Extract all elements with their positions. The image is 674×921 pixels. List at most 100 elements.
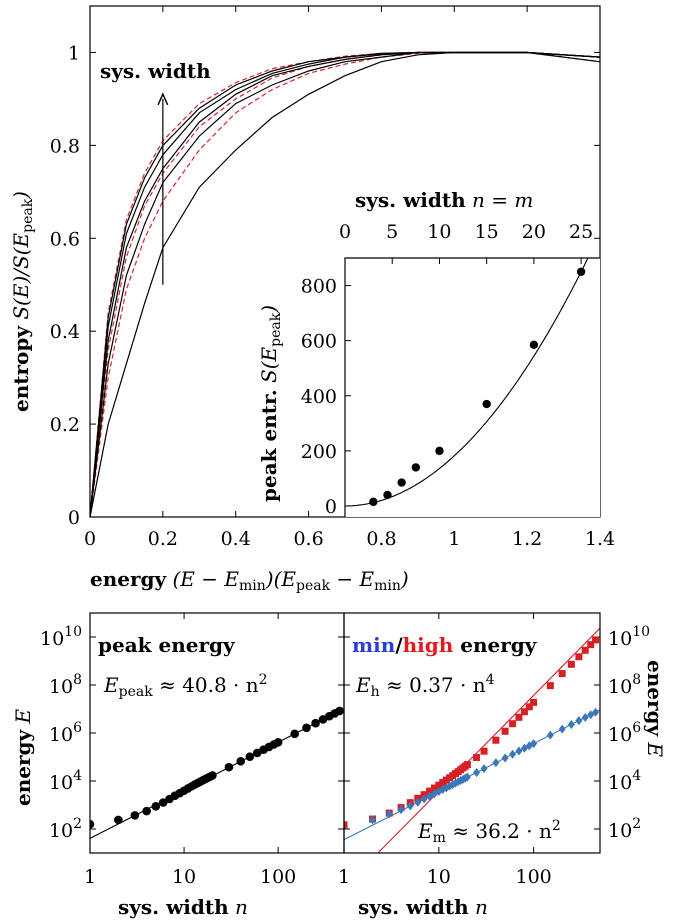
peak-x-tick-label-2: 100 [260, 866, 296, 888]
high-point-9 [435, 781, 443, 789]
inset-point-2 [397, 478, 406, 487]
high-point-7 [426, 787, 434, 795]
title-high: high [403, 633, 454, 657]
high-point-22 [492, 736, 500, 744]
minhigh-y-tick-label-1: 104 [608, 768, 641, 794]
main-y-tick-label-4: 0.8 [50, 135, 80, 157]
peak-point-19 [208, 771, 217, 780]
high-point-32 [575, 653, 583, 661]
min-point-3 [406, 801, 414, 811]
min-point-30 [567, 720, 575, 730]
high-point-30 [558, 670, 566, 678]
min-point-19 [473, 768, 481, 778]
high-point-33 [581, 646, 589, 654]
inset-point-1 [383, 490, 392, 500]
inset-point-5 [482, 399, 491, 409]
inset-y-tick-label-2: 400 [301, 386, 337, 408]
main-x-tick-label-3: 0.6 [293, 528, 323, 550]
minhigh-x-tick-label-0: 1 [338, 866, 350, 888]
high-point-20 [473, 754, 481, 762]
inset-y-tick-label-1: 200 [301, 441, 337, 463]
inset-x-axis-label: sys. width n = m [355, 188, 533, 212]
peak-point-4 [151, 802, 161, 811]
min-point-24 [515, 746, 523, 756]
high-point-21 [480, 747, 488, 755]
peak-y-tick-label-3: 108 [49, 672, 82, 698]
min-point-23 [509, 749, 517, 759]
min-point-22 [501, 753, 509, 763]
main-y-tick-label-1: 0.2 [50, 414, 80, 436]
main-y-axis-label: entropy S(E)/S(Epeak) [9, 191, 36, 412]
high-point-0 [344, 821, 348, 829]
min-point-2 [397, 805, 405, 815]
min-high-energy-data [344, 627, 600, 853]
peak-point-20 [224, 762, 234, 772]
minhigh-y-tick-label-3: 108 [608, 672, 641, 698]
peak-point-28 [290, 729, 300, 739]
inset-y-axis-label: peak entr. S(Epeak) [257, 305, 284, 502]
peak-point-2 [130, 811, 140, 820]
peak-point-3 [142, 806, 151, 816]
minhigh-x-tick-label-2: 100 [515, 866, 551, 888]
peak-point-5 [158, 798, 168, 807]
high-fit-line [377, 627, 600, 853]
peak-point-27 [273, 737, 283, 747]
peak-y-tick-label-2: 106 [49, 720, 82, 746]
min-high-energy-ticks: 1 10 100 102 104 106 108 1010 [338, 613, 650, 888]
inset-point-4 [435, 446, 444, 456]
inset-data [345, 258, 589, 507]
high-point-8 [430, 784, 438, 792]
high-point-35 [592, 636, 600, 644]
high-point-24 [509, 720, 517, 728]
min-point-34 [592, 707, 600, 717]
inset-y-tick-label-0: 0 [325, 496, 337, 518]
min-point-20 [480, 764, 488, 774]
main-x-tick-label-4: 0.8 [366, 528, 396, 550]
minhigh-x-tick-label-1: 10 [427, 866, 451, 888]
peak-x-tick-label-1: 10 [172, 866, 196, 888]
peak-energy-formula: Epeak ≈ 40.8 · n2 [103, 672, 268, 700]
high-point-27 [525, 703, 533, 711]
inset-x-tick-label-0: 0 [339, 221, 351, 243]
min-point-32 [581, 712, 589, 722]
inset-point-7 [576, 267, 586, 276]
peak-y-tick-label-1: 104 [49, 768, 82, 794]
black-curve-4 [90, 51, 600, 517]
inset-x-tick-label-4: 20 [522, 221, 546, 243]
min-fit-line [344, 709, 600, 841]
min-point-31 [575, 716, 583, 726]
main-x-tick-label-1: 0.2 [148, 528, 178, 550]
main-y-tick-label-3: 0.6 [50, 228, 80, 250]
min-point-28 [546, 730, 554, 740]
inset-x-tick-label-3: 15 [475, 221, 499, 243]
peak-x-tick-label-0: 1 [84, 866, 96, 888]
inset-background [345, 258, 600, 517]
high-point-28 [530, 698, 538, 706]
peak-energy-panel: 1 10 100 102 104 106 108 1010 peak energy Epeak… [11, 612, 345, 919]
main-x-tick-label-6: 1.2 [512, 528, 542, 550]
peak-energy-title: peak energy [98, 633, 236, 657]
inset-peak-entropy-panel: 0 5 10 15 20 25 0 200 400 600 800 sys. width n = m… [257, 188, 600, 518]
min-point-1 [385, 809, 393, 819]
min-high-energy-y-axis-label: energy E [643, 660, 667, 758]
main-x-axis-label: energy (E − Emin)(Epeak − Emin) [90, 567, 409, 594]
minhigh-y-tick-label-2: 106 [608, 720, 641, 746]
minhigh-y-tick-label-4: 1010 [608, 624, 650, 650]
peak-y-tick-label-0: 102 [49, 816, 82, 842]
min-high-energy-frame [343, 612, 601, 854]
min-point-18 [463, 772, 471, 782]
peak-point-29 [302, 723, 311, 733]
peak-energy-y-axis-label: energy E [11, 709, 35, 807]
minhigh-y-tick-label-0: 102 [608, 816, 641, 842]
high-point-19 [463, 761, 471, 769]
sys-width-annotation: sys. width [100, 59, 211, 285]
high-point-10 [439, 779, 447, 787]
entropy-curves [90, 51, 600, 517]
peak-point-30 [311, 718, 320, 728]
main-x-tick-label-5: 1 [448, 528, 460, 550]
main-entropy-panel: 0 0.2 0.4 0.6 0.8 1 1.2 1.4 0 0.2 0.4 0.6 0.8 1 sys. … [9, 5, 615, 594]
peak-point-21 [236, 756, 246, 766]
main-y-tick-label-0: 0 [68, 507, 80, 529]
peak-y-tick-label-4: 1010 [40, 624, 82, 650]
